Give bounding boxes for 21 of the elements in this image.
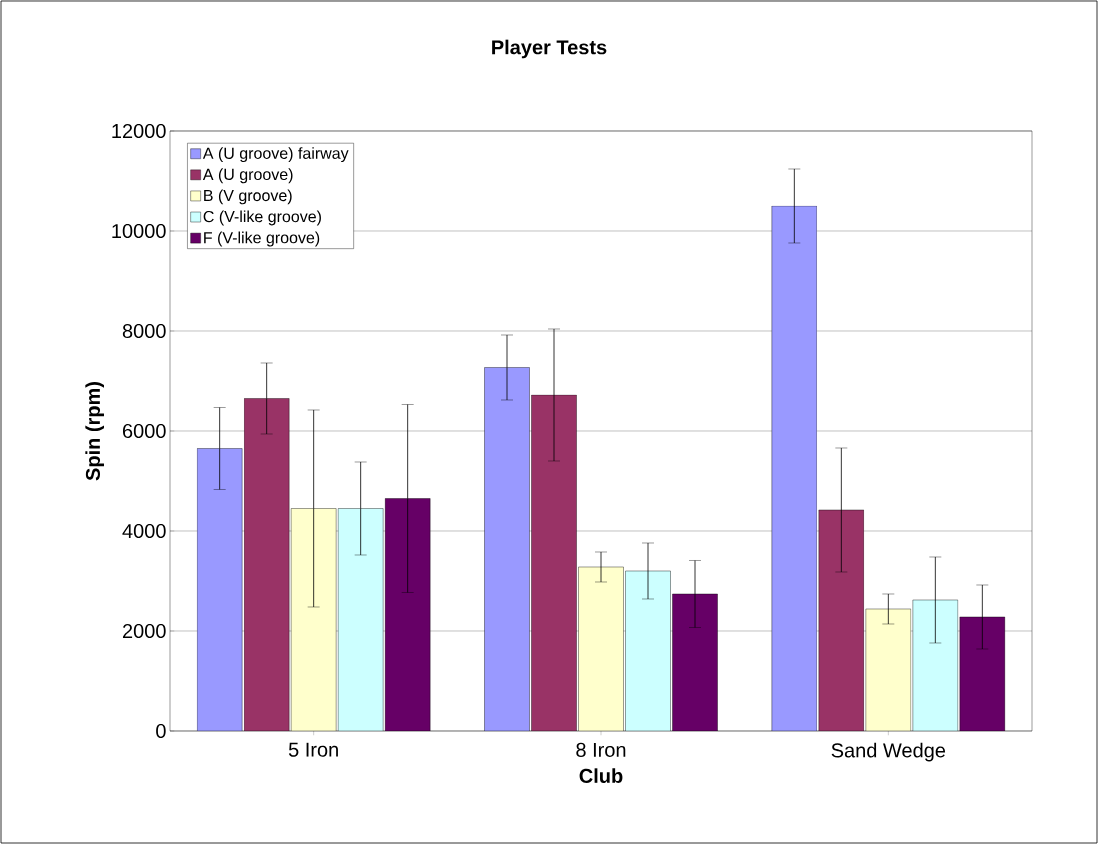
y-tick-label: 8000 xyxy=(122,323,166,339)
y-tick-label: 2000 xyxy=(122,623,166,639)
legend-label: B (V groove) xyxy=(204,189,292,205)
legend-label: A (U groove) fairway xyxy=(202,147,349,163)
x-tick-label: Sand Wedge xyxy=(831,742,946,762)
legend-label: F (V-like groove) xyxy=(204,231,320,247)
legend-label: A (U groove) xyxy=(202,168,293,184)
legend-label: C (V-like groove) xyxy=(203,210,321,226)
bar xyxy=(865,608,912,731)
chart-title: Player Tests xyxy=(492,39,607,59)
bar xyxy=(290,508,337,731)
y-tick-label: 12000 xyxy=(112,123,166,139)
y-tick-label: 0 xyxy=(156,723,166,739)
bar xyxy=(578,566,624,731)
x-tick-label: 5 Iron xyxy=(288,742,338,757)
y-tick-label: 10000 xyxy=(112,223,166,239)
x-tick-label: 8 Iron xyxy=(576,742,626,757)
y-axis-title: Spin (rpm) xyxy=(85,382,104,481)
x-axis-title: Club xyxy=(579,768,623,783)
y-tick-label: 4000 xyxy=(122,523,166,539)
y-tick-label: 6000 xyxy=(123,423,166,439)
